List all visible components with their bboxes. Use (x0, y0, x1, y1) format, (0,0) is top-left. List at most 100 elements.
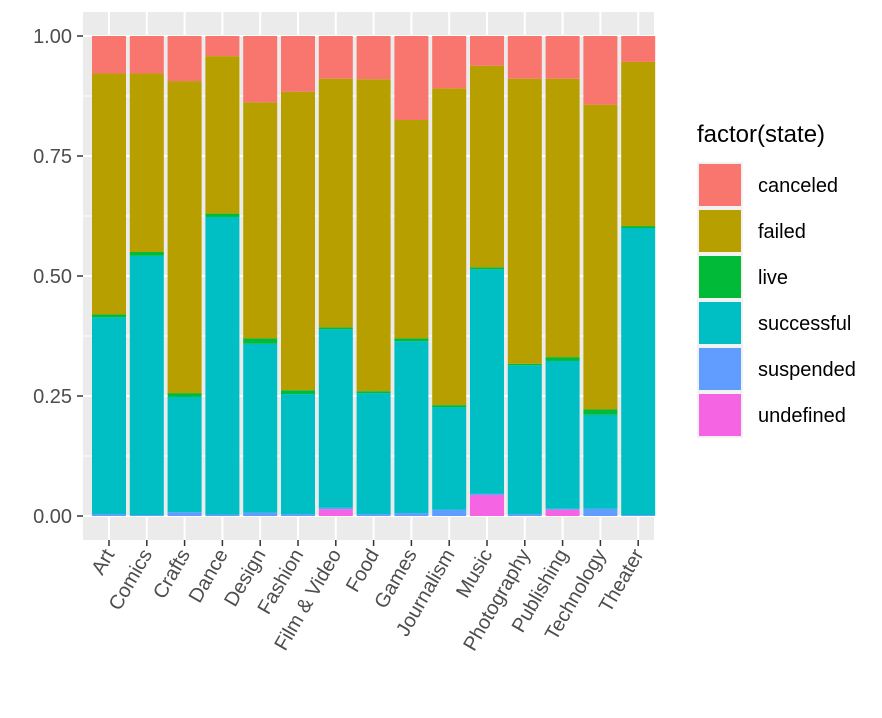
bar-art-suspended (92, 514, 126, 516)
bar-games-suspended (394, 513, 429, 516)
legend-swatch-suspended (699, 348, 741, 390)
bar-theater-live (621, 226, 656, 228)
bar-food-successful (356, 393, 391, 515)
bar-crafts-suspended (167, 512, 202, 516)
legend-label-failed: failed (758, 221, 806, 243)
legend-label-undefined: undefined (758, 405, 846, 427)
bar-dance-successful (205, 216, 240, 515)
bar-journalism-suspended (432, 509, 467, 516)
legend-swatch-undefined (699, 394, 741, 436)
bar-fashion-live (281, 390, 315, 395)
bar-comics-suspended (129, 515, 164, 516)
bar-music-canceled (470, 36, 504, 66)
y-axis: 0.00 0.25 0.50 0.75 1.00 (33, 26, 83, 528)
bar-food-suspended (356, 514, 391, 516)
bars (92, 36, 656, 516)
legend-swatch-failed (699, 210, 741, 252)
bar-theater-successful (621, 228, 656, 516)
bar-technology-suspended (583, 508, 618, 516)
bar-design-suspended (243, 512, 278, 516)
bar-crafts-canceled (167, 36, 202, 82)
bar-film-and-video-undefined (318, 509, 353, 516)
bar-publishing-failed (545, 78, 580, 358)
bar-comics-live (129, 252, 164, 256)
bar-art-live (92, 314, 126, 318)
bar-comics-successful (129, 255, 164, 516)
bar-publishing-undefined (545, 509, 580, 516)
y-tick-label: 1.00 (33, 26, 72, 48)
bar-food-live (356, 391, 391, 394)
bar-art-successful (92, 317, 126, 515)
legend-label-live: live (758, 267, 788, 289)
bar-theater-canceled (621, 36, 656, 62)
bar-journalism-successful (432, 407, 467, 510)
bar-photography-canceled (507, 36, 542, 79)
y-tick-label: 0.25 (33, 386, 72, 408)
bar-music-live (470, 267, 504, 270)
bar-film-and-video-failed (318, 78, 353, 328)
bar-food-canceled (356, 36, 391, 80)
bar-games-live (394, 338, 429, 342)
bar-publishing-live (545, 357, 580, 361)
bar-crafts-live (167, 393, 202, 397)
bar-film-and-video-successful (318, 329, 353, 508)
bar-music-suspended (470, 493, 504, 495)
x-tick-label: Art (87, 545, 119, 579)
bar-journalism-failed (432, 88, 467, 406)
bar-film-and-video-canceled (318, 36, 353, 79)
bar-music-failed (470, 65, 504, 268)
bar-journalism-canceled (432, 36, 467, 89)
bar-dance-failed (205, 56, 240, 214)
bar-film-and-video-suspended (318, 507, 353, 510)
bar-technology-successful (583, 414, 618, 509)
bar-photography-successful (507, 365, 542, 515)
bar-design-canceled (243, 36, 278, 103)
bar-design-failed (243, 102, 278, 339)
bar-publishing-successful (545, 360, 580, 509)
legend-label-successful: successful (758, 313, 851, 335)
bar-fashion-canceled (281, 36, 315, 92)
legend-title: factor(state) (697, 121, 825, 148)
bar-dance-canceled (205, 36, 240, 57)
bar-fashion-suspended (281, 514, 315, 516)
bar-fashion-failed (281, 91, 315, 391)
legend-swatch-successful (699, 302, 741, 344)
bar-film-and-video-live (318, 327, 353, 330)
bar-publishing-canceled (545, 36, 580, 79)
legend: factor(state) canceled failed live successf… (697, 121, 856, 438)
bar-journalism-live (432, 405, 467, 408)
bar-photography-suspended (507, 514, 542, 516)
bar-comics-failed (129, 73, 164, 252)
legend-label-canceled: canceled (758, 175, 838, 197)
bar-technology-canceled (583, 36, 618, 105)
bar-photography-live (507, 363, 542, 366)
bar-theater-suspended (621, 515, 656, 516)
bar-theater-failed (621, 61, 656, 227)
legend-label-suspended: suspended (758, 359, 856, 381)
bar-art-canceled (92, 36, 126, 74)
bar-technology-failed (583, 104, 618, 410)
bar-games-successful (394, 341, 429, 514)
bar-art-failed (92, 73, 126, 315)
legend-swatch-canceled (699, 164, 741, 206)
bar-food-failed (356, 79, 391, 392)
bar-design-live (243, 338, 278, 344)
bar-music-successful (470, 269, 504, 494)
bar-games-failed (394, 120, 429, 339)
bar-music-undefined (470, 494, 504, 516)
bar-crafts-failed (167, 81, 202, 394)
bar-dance-live (205, 213, 240, 217)
bar-technology-live (583, 409, 618, 415)
bar-comics-canceled (129, 36, 164, 74)
bar-design-successful (243, 343, 278, 513)
y-tick-label: 0.00 (33, 506, 72, 528)
bar-games-canceled (394, 36, 429, 120)
bar-dance-suspended (205, 514, 240, 516)
bar-photography-failed (507, 78, 542, 364)
y-tick-label: 0.75 (33, 146, 72, 168)
legend-swatch-live (699, 256, 741, 298)
bar-crafts-successful (167, 396, 202, 513)
bar-publishing-suspended (545, 508, 580, 510)
